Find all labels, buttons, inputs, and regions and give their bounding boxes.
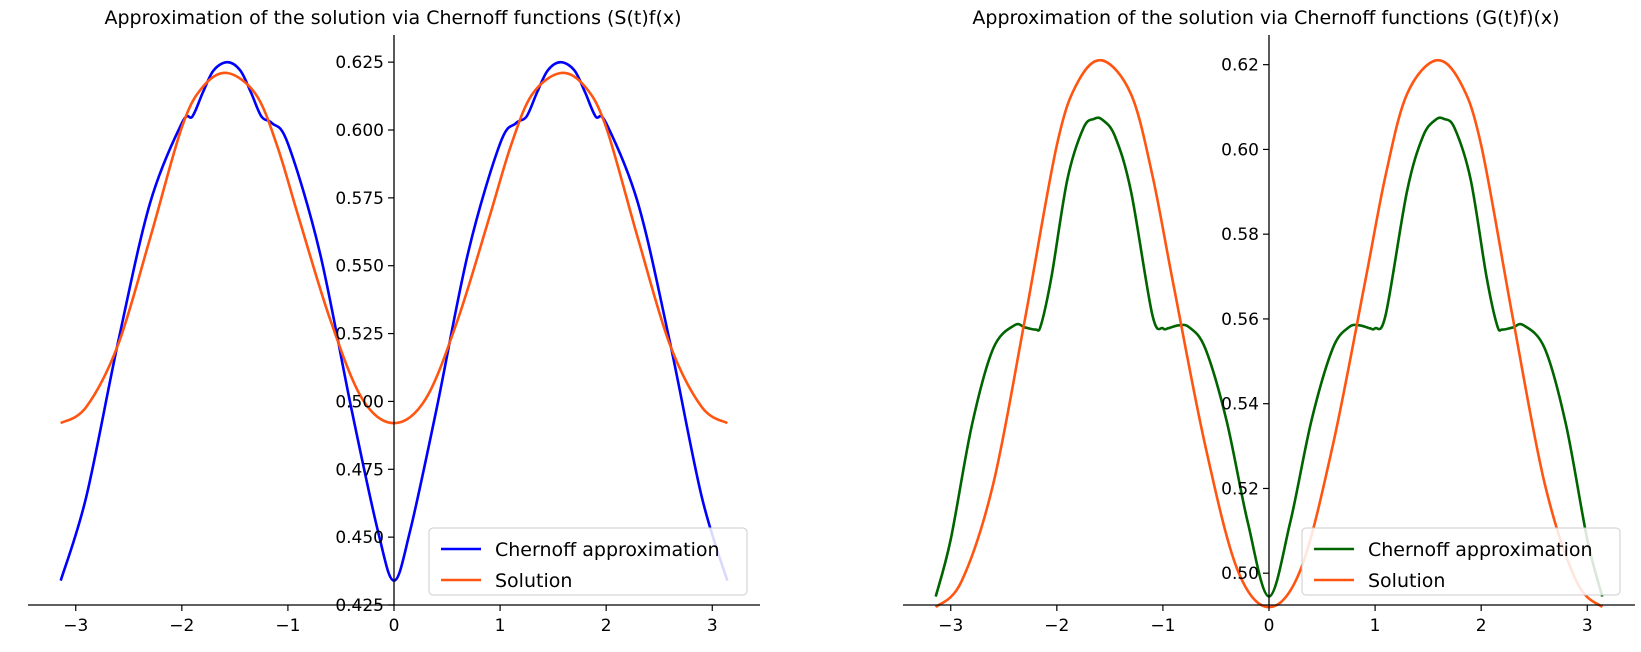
- x-tick-label: −3: [938, 616, 963, 636]
- legend: Chernoff approximation Solution: [428, 527, 748, 596]
- legend: Chernoff approximation Solution: [1301, 527, 1621, 596]
- x-tick-label: −1: [275, 616, 300, 636]
- x-tick-label: −3: [63, 616, 88, 636]
- x-tick-label: 3: [1582, 616, 1593, 636]
- legend-label: Solution: [495, 570, 572, 592]
- y-tick-label: 0.54: [1221, 395, 1259, 415]
- y-tick-label: 0.575: [335, 189, 384, 209]
- x-tick-label: 1: [495, 616, 506, 636]
- y-tick-label: 0.425: [335, 596, 384, 616]
- chart-title: Approximation of the solution via Cherno…: [972, 7, 1559, 29]
- y-tick-label: 0.625: [335, 53, 384, 73]
- y-tick-label: 0.475: [335, 460, 384, 480]
- y-tick-label: 0.56: [1221, 310, 1259, 330]
- x-tick-label: 2: [601, 616, 612, 636]
- x-tick-label: 0: [1264, 616, 1275, 636]
- legend-label: Solution: [1368, 570, 1445, 592]
- x-tick-label: 1: [1370, 616, 1381, 636]
- x-tick-label: −2: [169, 616, 194, 636]
- y-tick-label: 0.600: [335, 121, 384, 141]
- legend-label: Chernoff approximation: [495, 539, 720, 561]
- y-tick-label: 0.550: [335, 257, 384, 277]
- x-tick-label: −2: [1044, 616, 1069, 636]
- chart-panel-1: Approximation of the solution via Cherno…: [28, 7, 760, 636]
- y-tick-label: 0.52: [1221, 479, 1259, 499]
- x-tick-label: −1: [1150, 616, 1175, 636]
- x-tick-label: 0: [389, 616, 400, 636]
- y-tick-label: 0.60: [1221, 140, 1259, 160]
- y-tick-label: 0.58: [1221, 225, 1259, 245]
- y-tick-label: 0.450: [335, 528, 384, 548]
- chart-panel-2: Approximation of the solution via Cherno…: [903, 7, 1635, 636]
- x-tick-label: 2: [1476, 616, 1487, 636]
- legend-frame: [428, 527, 748, 596]
- y-tick-label: 0.62: [1221, 56, 1259, 76]
- y-tick-label: 0.50: [1221, 564, 1259, 584]
- y-tick-label: 0.500: [335, 392, 384, 412]
- chart-title: Approximation of the solution via Cherno…: [104, 7, 681, 29]
- y-tick-label: 0.525: [335, 325, 384, 345]
- legend-label: Chernoff approximation: [1368, 539, 1593, 561]
- legend-frame: [1301, 527, 1621, 596]
- x-tick-label: 3: [707, 616, 718, 636]
